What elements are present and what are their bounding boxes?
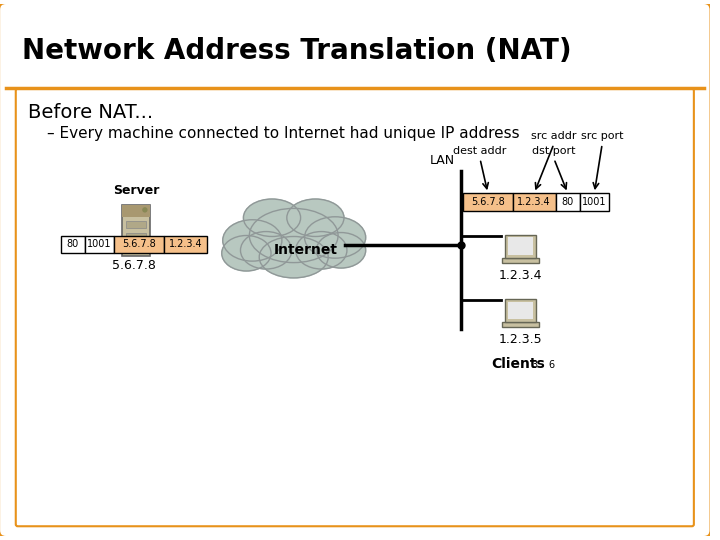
Circle shape xyxy=(143,208,147,212)
Text: 5.6.7.8: 5.6.7.8 xyxy=(471,197,505,207)
Bar xyxy=(85,235,114,253)
Bar xyxy=(505,234,536,258)
Text: dst port: dst port xyxy=(532,146,576,156)
Text: 3: 3 xyxy=(531,360,537,370)
Ellipse shape xyxy=(243,199,301,237)
Text: Before NAT...: Before NAT... xyxy=(27,103,153,122)
Text: 1.2.3.4: 1.2.3.4 xyxy=(168,239,202,249)
Text: LAN: LAN xyxy=(431,153,455,166)
Text: 1001: 1001 xyxy=(582,197,606,207)
Bar xyxy=(122,205,150,217)
Bar xyxy=(502,258,539,263)
Ellipse shape xyxy=(240,232,292,269)
Text: dest addr: dest addr xyxy=(454,146,507,156)
Ellipse shape xyxy=(287,199,344,237)
Ellipse shape xyxy=(296,232,347,269)
Text: 80: 80 xyxy=(562,197,574,207)
Bar xyxy=(126,233,146,239)
Bar xyxy=(463,193,513,211)
FancyBboxPatch shape xyxy=(16,89,694,526)
Text: Server: Server xyxy=(113,184,159,197)
Text: 6: 6 xyxy=(548,360,554,370)
Bar xyxy=(122,205,150,256)
Bar xyxy=(114,235,163,253)
Text: src addr: src addr xyxy=(531,131,577,141)
Text: 80: 80 xyxy=(67,239,79,249)
Bar xyxy=(508,301,534,319)
Bar xyxy=(513,193,556,211)
Text: 5.6.7.8: 5.6.7.8 xyxy=(112,259,156,272)
Text: Clients: Clients xyxy=(492,357,545,371)
Text: 1.2.3.4: 1.2.3.4 xyxy=(518,197,551,207)
Text: – Every machine connected to Internet had unique IP address: – Every machine connected to Internet ha… xyxy=(48,126,520,141)
Bar xyxy=(126,245,146,251)
Bar xyxy=(163,235,207,253)
Ellipse shape xyxy=(222,235,271,271)
Text: 1001: 1001 xyxy=(87,239,112,249)
Bar xyxy=(61,235,85,253)
Ellipse shape xyxy=(259,237,328,278)
Text: src port: src port xyxy=(581,131,624,141)
Text: Internet: Internet xyxy=(274,244,338,257)
Ellipse shape xyxy=(316,233,366,268)
Text: 1.2.3.4: 1.2.3.4 xyxy=(499,269,542,282)
Ellipse shape xyxy=(249,208,338,262)
Bar xyxy=(505,299,536,322)
Text: 1.2.3.5: 1.2.3.5 xyxy=(498,333,542,346)
Ellipse shape xyxy=(222,220,282,261)
Bar xyxy=(556,193,580,211)
Bar xyxy=(508,238,534,255)
Bar xyxy=(502,322,539,327)
Bar xyxy=(126,221,146,228)
Text: 5.6.7.8: 5.6.7.8 xyxy=(122,239,156,249)
Text: Network Address Translation (NAT): Network Address Translation (NAT) xyxy=(22,37,571,65)
Bar xyxy=(580,193,609,211)
Ellipse shape xyxy=(305,217,366,258)
